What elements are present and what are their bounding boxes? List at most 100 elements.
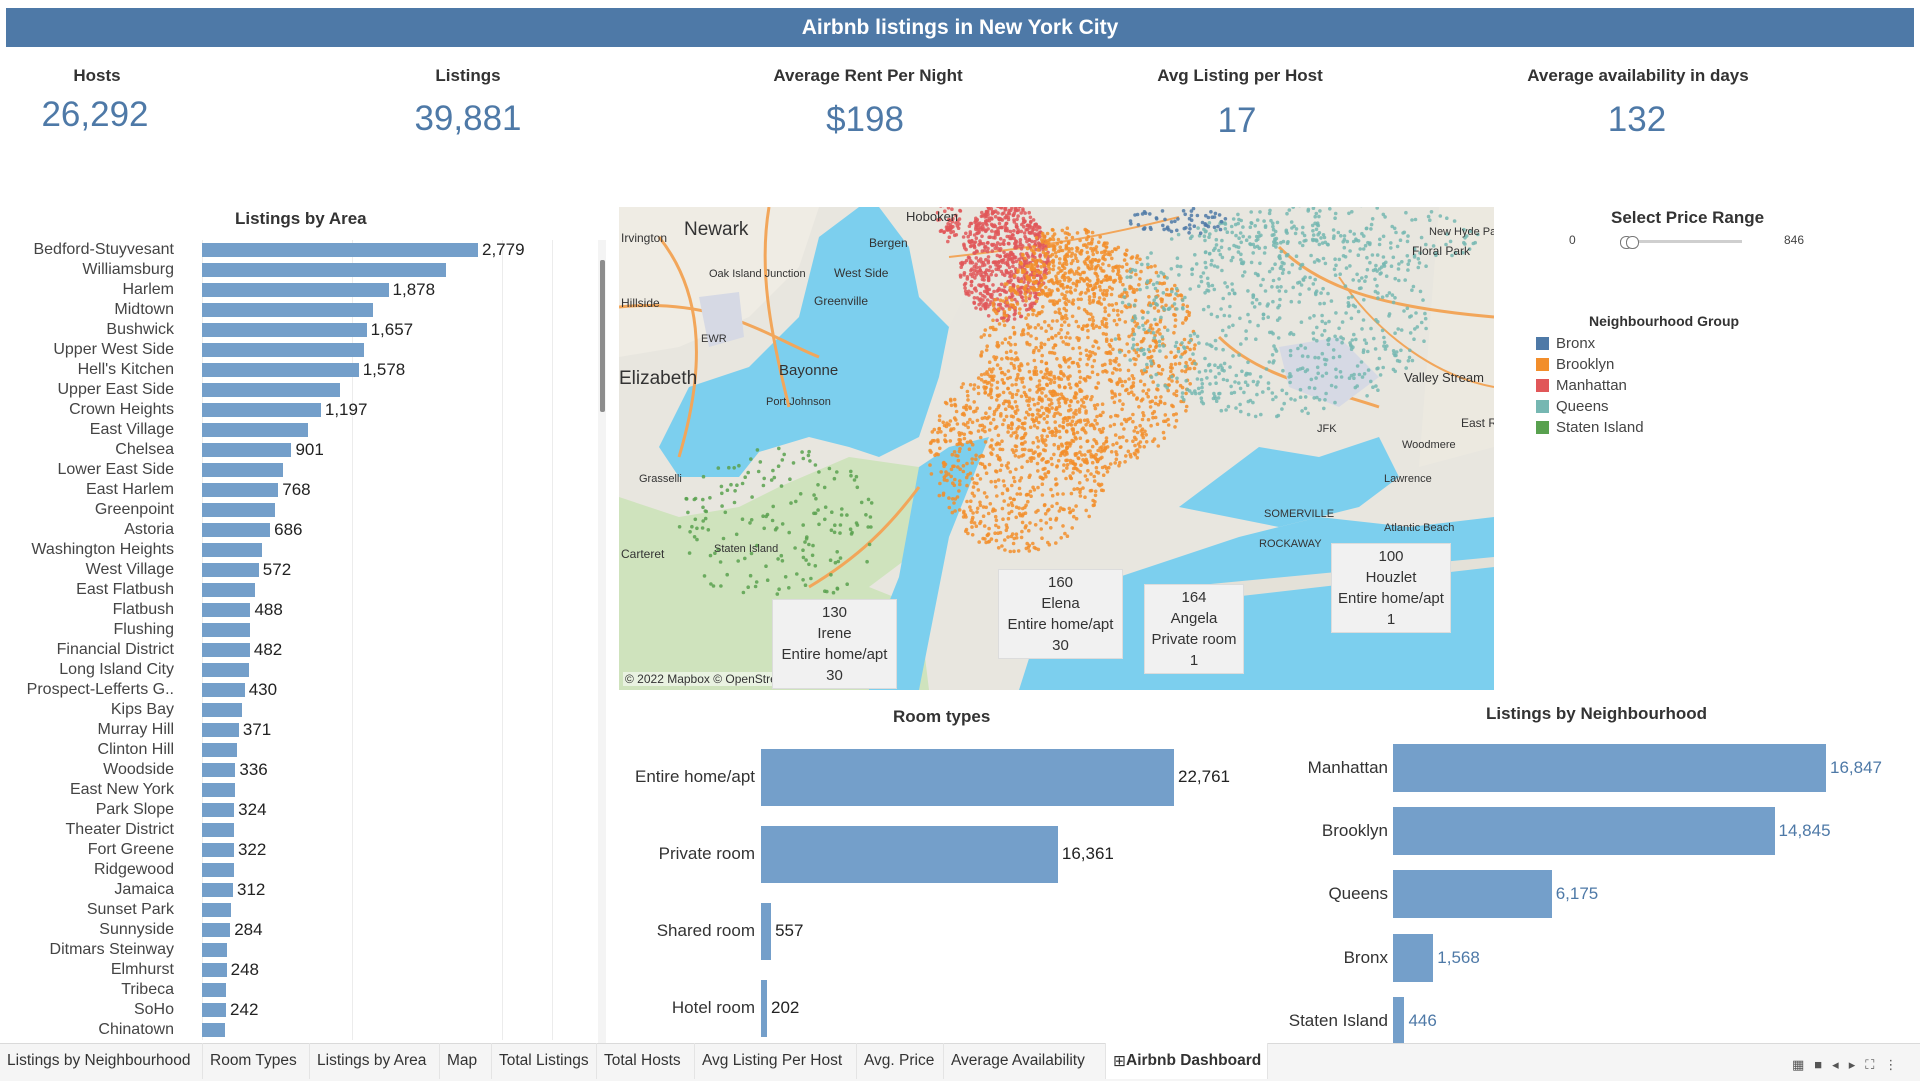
listing-dot[interactable] — [1081, 271, 1085, 275]
listing-dot[interactable] — [981, 428, 985, 432]
listing-dot[interactable] — [1364, 275, 1368, 279]
listing-dot[interactable] — [952, 230, 956, 234]
listing-dot[interactable] — [942, 462, 946, 466]
listing-dot[interactable] — [1027, 326, 1031, 330]
listing-dot[interactable] — [1072, 298, 1076, 302]
listing-dot[interactable] — [1214, 212, 1218, 216]
listing-dot[interactable] — [1041, 305, 1045, 309]
listing-dot[interactable] — [1010, 383, 1014, 387]
listing-dot[interactable] — [965, 404, 969, 408]
listing-dot[interactable] — [1199, 231, 1203, 235]
listing-dot[interactable] — [1102, 332, 1106, 336]
tab-airbnb-dashboard[interactable]: ⊞ Airbnb Dashboard — [1106, 1043, 1268, 1079]
listing-dot[interactable] — [1065, 317, 1069, 321]
listing-dot[interactable] — [970, 280, 974, 284]
listing-dot[interactable] — [1255, 393, 1259, 397]
listing-dot[interactable] — [973, 296, 977, 300]
listing-dot[interactable] — [1045, 383, 1049, 387]
listing-dot[interactable] — [1091, 445, 1095, 449]
listing-dot[interactable] — [990, 375, 994, 379]
listing-dot[interactable] — [1213, 215, 1217, 219]
listing-dot[interactable] — [970, 244, 974, 248]
listing-dot[interactable] — [1376, 296, 1380, 300]
listing-dot[interactable] — [1091, 499, 1095, 503]
listing-dot[interactable] — [966, 292, 970, 296]
listing-dot[interactable] — [864, 513, 868, 517]
listing-dot[interactable] — [1068, 474, 1072, 478]
listing-dot[interactable] — [1189, 236, 1193, 240]
listing-dot[interactable] — [959, 275, 963, 279]
listing-dot[interactable] — [1300, 283, 1304, 287]
listing-dot[interactable] — [1256, 245, 1260, 249]
listing-dot[interactable] — [1063, 278, 1067, 282]
listing-dot[interactable] — [998, 243, 1002, 247]
listing-dot[interactable] — [1317, 356, 1321, 360]
listing-dot[interactable] — [966, 235, 970, 239]
listing-dot[interactable] — [1350, 210, 1354, 214]
listing-dot[interactable] — [1055, 319, 1059, 323]
listing-dot[interactable] — [1188, 223, 1192, 227]
listing-dot[interactable] — [1193, 253, 1197, 257]
listing-dot[interactable] — [1078, 481, 1082, 485]
listing-dot[interactable] — [991, 249, 995, 253]
listing-dot[interactable] — [975, 482, 979, 486]
listing-dot[interactable] — [1179, 265, 1183, 269]
listing-dot[interactable] — [1197, 387, 1201, 391]
listing-dot[interactable] — [1064, 231, 1068, 235]
listing-dot[interactable] — [1023, 231, 1027, 235]
listing-dot[interactable] — [1357, 279, 1361, 283]
listing-dot[interactable] — [1053, 244, 1057, 248]
listing-dot[interactable] — [984, 302, 988, 306]
listing-dot[interactable] — [1023, 270, 1027, 274]
listing-dot[interactable] — [958, 209, 962, 213]
listing-dot[interactable] — [1074, 383, 1078, 387]
listing-dot[interactable] — [977, 392, 981, 396]
listing-dot[interactable] — [1140, 399, 1144, 403]
listing-dot[interactable] — [1143, 352, 1147, 356]
listing-dot[interactable] — [1184, 392, 1188, 396]
listing-dot[interactable] — [1013, 317, 1017, 321]
listing-dot[interactable] — [1044, 286, 1048, 290]
listing-dot[interactable] — [1082, 401, 1086, 405]
listing-dot[interactable] — [1091, 365, 1095, 369]
listing-dot[interactable] — [775, 526, 779, 530]
listing-dot[interactable] — [1108, 378, 1112, 382]
listing-dot[interactable] — [1028, 224, 1032, 228]
listing-dot[interactable] — [1053, 352, 1057, 356]
listing-dot[interactable] — [1174, 292, 1178, 296]
listing-dot[interactable] — [1344, 284, 1348, 288]
listing-dot[interactable] — [1237, 381, 1241, 385]
listing-dot[interactable] — [977, 376, 981, 380]
listing-dot[interactable] — [1324, 363, 1328, 367]
listing-dot[interactable] — [1199, 275, 1203, 279]
listing-dot[interactable] — [1115, 302, 1119, 306]
listing-dot[interactable] — [1088, 350, 1092, 354]
listing-dot[interactable] — [1002, 258, 1006, 262]
listing-dot[interactable] — [1134, 426, 1138, 430]
listing-dot[interactable] — [1230, 282, 1234, 286]
listing-dot[interactable] — [1074, 504, 1078, 508]
listing-dot[interactable] — [1025, 493, 1029, 497]
listing-dot[interactable] — [1154, 345, 1158, 349]
listing-dot[interactable] — [1079, 494, 1083, 498]
listing-dot[interactable] — [1044, 394, 1048, 398]
listing-dot[interactable] — [1048, 430, 1052, 434]
listing-dot[interactable] — [971, 477, 975, 481]
listing-dot[interactable] — [1040, 283, 1044, 287]
listing-dot[interactable] — [1091, 237, 1095, 241]
listing-dot[interactable] — [1033, 359, 1037, 363]
listing-dot[interactable] — [1036, 445, 1040, 449]
listing-dot[interactable] — [1155, 216, 1159, 220]
listing-dot[interactable] — [1181, 391, 1185, 395]
listing-dot[interactable] — [1113, 461, 1117, 465]
listing-dot[interactable] — [939, 229, 943, 233]
listing-dot[interactable] — [1408, 356, 1412, 360]
listing-dot[interactable] — [972, 485, 976, 489]
listing-dot[interactable] — [983, 537, 987, 541]
listing-dot[interactable] — [1064, 459, 1068, 463]
listing-dot[interactable] — [1016, 277, 1020, 281]
listing-dot[interactable] — [1039, 275, 1043, 279]
listing-dot[interactable] — [1028, 544, 1032, 548]
listing-dot[interactable] — [975, 220, 979, 224]
listing-dot[interactable] — [1378, 267, 1382, 271]
